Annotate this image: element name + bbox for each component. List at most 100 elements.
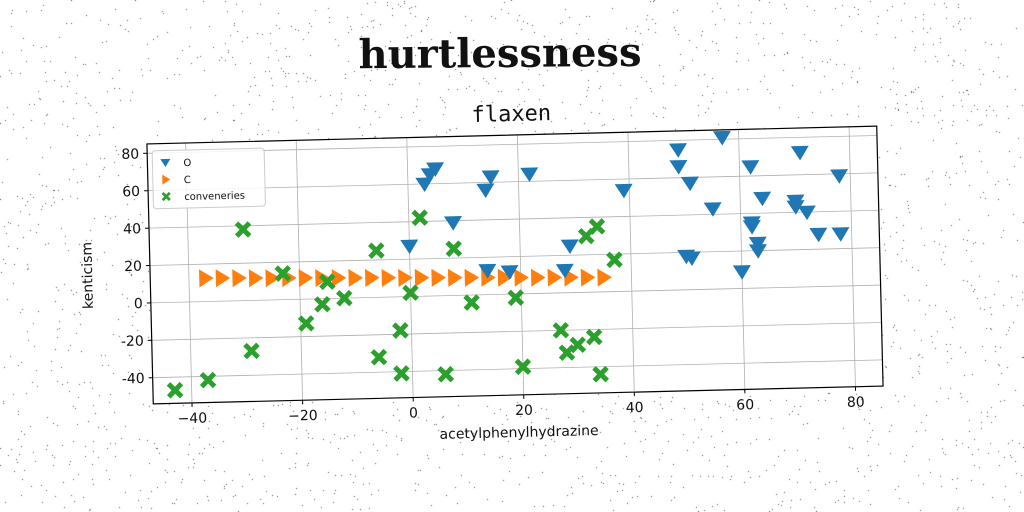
point-c: [547, 268, 563, 287]
point-conveneries: [507, 289, 525, 307]
y-gridline: [150, 284, 881, 304]
y-gridline: [151, 322, 882, 341]
point-c: [215, 269, 231, 288]
point-c: [464, 268, 480, 287]
y-gridline: [147, 135, 877, 154]
point-c: [331, 269, 347, 288]
point-o: [748, 244, 767, 259]
point-o: [712, 130, 731, 146]
x-tick-label: 40: [626, 400, 644, 416]
x-gridline: [516, 134, 525, 395]
point-o: [443, 216, 462, 231]
point-o: [830, 169, 849, 184]
point-o: [400, 239, 419, 255]
point-conveneries: [588, 218, 606, 235]
point-o: [680, 176, 699, 192]
point-c: [580, 268, 596, 287]
point-o: [614, 183, 633, 199]
point-conveneries: [592, 365, 609, 383]
point-o: [742, 219, 761, 235]
point-o: [669, 159, 688, 175]
point-o: [555, 263, 574, 279]
point-o: [481, 170, 500, 185]
x-tick-label: 0: [409, 405, 418, 421]
point-conveneries: [199, 371, 217, 389]
point-conveneries: [606, 251, 623, 269]
point-o: [786, 200, 805, 215]
point-o: [476, 183, 495, 199]
grid: [147, 126, 883, 403]
point-conveneries: [370, 348, 388, 366]
legend-label: C: [184, 175, 191, 186]
point-c: [414, 268, 430, 287]
point-c: [348, 269, 363, 288]
y-tick-label: 0: [134, 296, 143, 312]
plot-group: −40 −20 0 20 40 60 80 -40 -20 0 20 40 60 80 flaxen ac…: [79, 101, 884, 443]
point-o: [809, 227, 828, 243]
y-gridline: [148, 209, 879, 229]
y-axis-label: kenticism: [79, 242, 97, 309]
plot-area: [146, 126, 884, 404]
point-conveneries: [393, 365, 410, 382]
y-gridline: [148, 172, 878, 192]
point-conveneries: [437, 365, 455, 383]
x-tick-label: −40: [177, 411, 207, 428]
legend-label: O: [183, 158, 191, 169]
point-c: [514, 268, 529, 287]
y-tick-label: 40: [123, 221, 141, 237]
y-gridline: [152, 359, 883, 379]
point-conveneries: [243, 342, 260, 360]
x-gridline: [738, 129, 746, 390]
legend-marker: [160, 158, 171, 168]
x-tick-label: −20: [288, 408, 318, 425]
point-o: [703, 202, 722, 217]
point-conveneries: [552, 321, 570, 339]
legend-marker: [161, 191, 171, 202]
point-c: [497, 268, 513, 287]
y-tick-label: 60: [122, 184, 140, 200]
ticks: −40 −20 0 20 40 60 80 -40 -20 0 20 40 60 80: [121, 147, 865, 428]
point-o: [741, 160, 760, 175]
point-c: [398, 268, 413, 287]
x-axis-label: acetylphenylhydrazine: [439, 423, 598, 443]
point-o: [797, 205, 816, 221]
point-o: [668, 143, 687, 158]
y-tick-label: 80: [121, 147, 139, 163]
point-conveneries: [313, 295, 331, 313]
x-tick-label: 20: [515, 403, 533, 419]
x-gridline: [627, 132, 635, 393]
point-conveneries: [368, 242, 385, 259]
axes-frame: [146, 125, 884, 405]
data-marks: [166, 130, 850, 399]
y-tick-label: -40: [122, 371, 145, 388]
x-gridline: [848, 126, 856, 387]
legend-label: conveneries: [184, 191, 245, 203]
point-conveneries: [297, 315, 315, 332]
point-c: [597, 268, 612, 287]
point-conveneries: [445, 240, 463, 258]
point-o: [520, 167, 539, 183]
point-c: [431, 268, 446, 287]
point-o: [560, 239, 579, 254]
legend-marker: [162, 174, 171, 185]
point-c: [530, 268, 546, 287]
point-conveneries: [585, 328, 603, 346]
point-c: [298, 269, 314, 288]
point-conveneries: [335, 289, 353, 307]
point-o: [732, 265, 751, 280]
point-o: [831, 227, 850, 242]
point-o: [677, 249, 696, 265]
point-c: [265, 269, 281, 288]
chart-title: flaxen: [471, 101, 551, 128]
point-o: [426, 162, 445, 177]
point-c: [199, 269, 214, 288]
legend-box: [151, 147, 266, 210]
point-c: [381, 268, 397, 287]
point-conveneries: [558, 344, 576, 361]
x-tick-label: 60: [736, 397, 754, 413]
point-conveneries: [463, 294, 481, 311]
point-c: [232, 269, 247, 288]
x-gridline: [406, 137, 414, 398]
point-c: [248, 269, 264, 288]
